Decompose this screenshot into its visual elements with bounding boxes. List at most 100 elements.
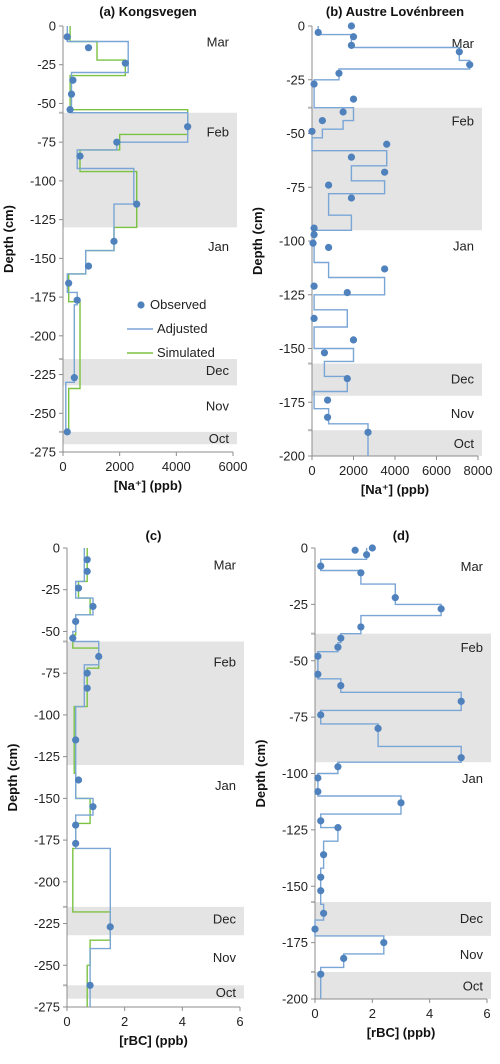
month-label-nov: Nov: [451, 406, 475, 421]
observed-point: [335, 69, 343, 77]
month-label-jan: Jan: [453, 238, 474, 253]
y-tick-label: -75: [41, 666, 60, 681]
observed-point: [374, 724, 382, 733]
month-label-feb: Feb: [461, 640, 483, 655]
y-tick-label: -200: [30, 328, 56, 343]
adjusted-series-line: [65, 26, 189, 432]
y-tick-label: -275: [34, 1000, 60, 1015]
observed-point: [351, 546, 359, 554]
x-tick-label: 0: [63, 1014, 70, 1029]
adjusted-series-line: [72, 548, 111, 1007]
y-tick-label: -25: [289, 597, 308, 612]
observed-point: [69, 634, 77, 642]
observed-point: [320, 909, 328, 917]
observed-point: [317, 711, 325, 719]
observed-point: [466, 61, 474, 69]
month-label-dec: Dec: [451, 372, 475, 387]
month-label-mar: Mar: [207, 34, 230, 49]
y-tick-label: -100: [279, 234, 305, 249]
observed-point: [325, 181, 333, 189]
y-tick-label: -50: [41, 624, 60, 639]
observed-point: [383, 140, 391, 148]
observed-point: [309, 239, 317, 247]
observed-point: [89, 602, 97, 611]
x-axis-title: [rBC] (ppb): [367, 1025, 436, 1040]
observed-point: [457, 754, 465, 762]
month-label-nov: Nov: [206, 399, 230, 414]
month-label-feb: Feb: [214, 654, 236, 669]
observed-point: [455, 48, 463, 56]
observed-point: [69, 76, 77, 84]
season-band: [67, 641, 244, 765]
observed-point: [368, 544, 376, 552]
observed-point: [380, 939, 388, 947]
observed-point: [334, 824, 342, 832]
observed-point: [364, 428, 372, 436]
observed-point: [95, 652, 103, 661]
x-tick-label: 4: [179, 1014, 186, 1029]
observed-point: [347, 22, 356, 30]
y-tick-label: -150: [279, 341, 305, 356]
y-tick-label: -125: [30, 212, 56, 227]
season-band: [63, 112, 237, 228]
x-tick-label: 0: [308, 463, 315, 478]
adjusted-series-line: [311, 26, 471, 456]
month-label-nov: Nov: [213, 950, 237, 965]
observed-point: [310, 314, 318, 322]
observed-point: [110, 237, 118, 245]
x-tick-label: 2: [121, 1014, 128, 1029]
x-tick-label: 6000: [422, 463, 451, 478]
y-tick-label: -75: [289, 710, 308, 725]
observed-point: [83, 669, 91, 677]
y-tick-label: -50: [286, 126, 305, 141]
observed-point: [66, 106, 74, 114]
month-label-dec: Dec: [206, 363, 230, 378]
y-tick-label: -100: [282, 766, 308, 781]
y-tick-label: -225: [30, 367, 56, 382]
observed-point: [347, 41, 356, 49]
y-tick-label: -200: [34, 874, 60, 889]
observed-point: [67, 90, 76, 98]
season-band: [63, 359, 237, 386]
observed-point: [113, 138, 121, 146]
observed-point: [337, 681, 345, 690]
y-tick-label: -125: [279, 287, 305, 302]
observed-point: [314, 652, 322, 660]
y-tick-label: -175: [279, 395, 305, 410]
observed-point: [314, 774, 322, 782]
panel-b-na-austre-lovenbreen: 0-25-50-75-100-125-150-175-2000 2000 4000 6…: [250, 4, 492, 497]
panel-a-na-kongsvegen: 0 -25 -50 -75 -100 -125 -150 -175 -200 -225 -250 -2…: [1, 4, 247, 493]
y-tick-label: -250: [30, 406, 56, 421]
panel-d-rbc-austre-lovenbreen: 0-25-50-75-100-125-150-175-2000 2 4 6[rBC] …: [253, 528, 491, 1040]
observed-point: [314, 28, 322, 37]
observed-point: [381, 168, 389, 176]
month-label-oct: Oct: [216, 985, 237, 1000]
y-axis-title: Depth (cm): [5, 744, 20, 812]
observed-point: [349, 95, 358, 103]
season-band: [312, 430, 482, 456]
observed-point: [347, 194, 356, 202]
month-label-oct: Oct: [454, 436, 475, 451]
month-label-mar: Mar: [214, 558, 237, 573]
observed-point: [340, 954, 348, 963]
month-label-jan: Jan: [208, 239, 229, 254]
observed-point: [347, 153, 356, 161]
observed-point: [184, 123, 192, 131]
month-label-oct: Oct: [209, 431, 230, 446]
observed-point: [310, 230, 318, 239]
observed-point: [357, 623, 365, 631]
panel-title: (c): [146, 528, 162, 543]
observed-point: [314, 670, 322, 678]
observed-point: [74, 584, 83, 592]
x-tick-label: 4000: [162, 459, 191, 474]
legend-simulated-label: Simulated: [157, 345, 215, 360]
observed-point: [65, 279, 73, 287]
y-axis-title: Depth (cm): [250, 207, 265, 275]
y-tick-label: -125: [282, 822, 308, 837]
observed-point: [72, 821, 80, 829]
x-tick-label: 0: [59, 459, 66, 474]
observed-point: [83, 556, 91, 564]
y-tick-label: 0: [298, 19, 305, 34]
observed-point: [334, 763, 342, 771]
y-tick-label: -175: [30, 290, 56, 305]
